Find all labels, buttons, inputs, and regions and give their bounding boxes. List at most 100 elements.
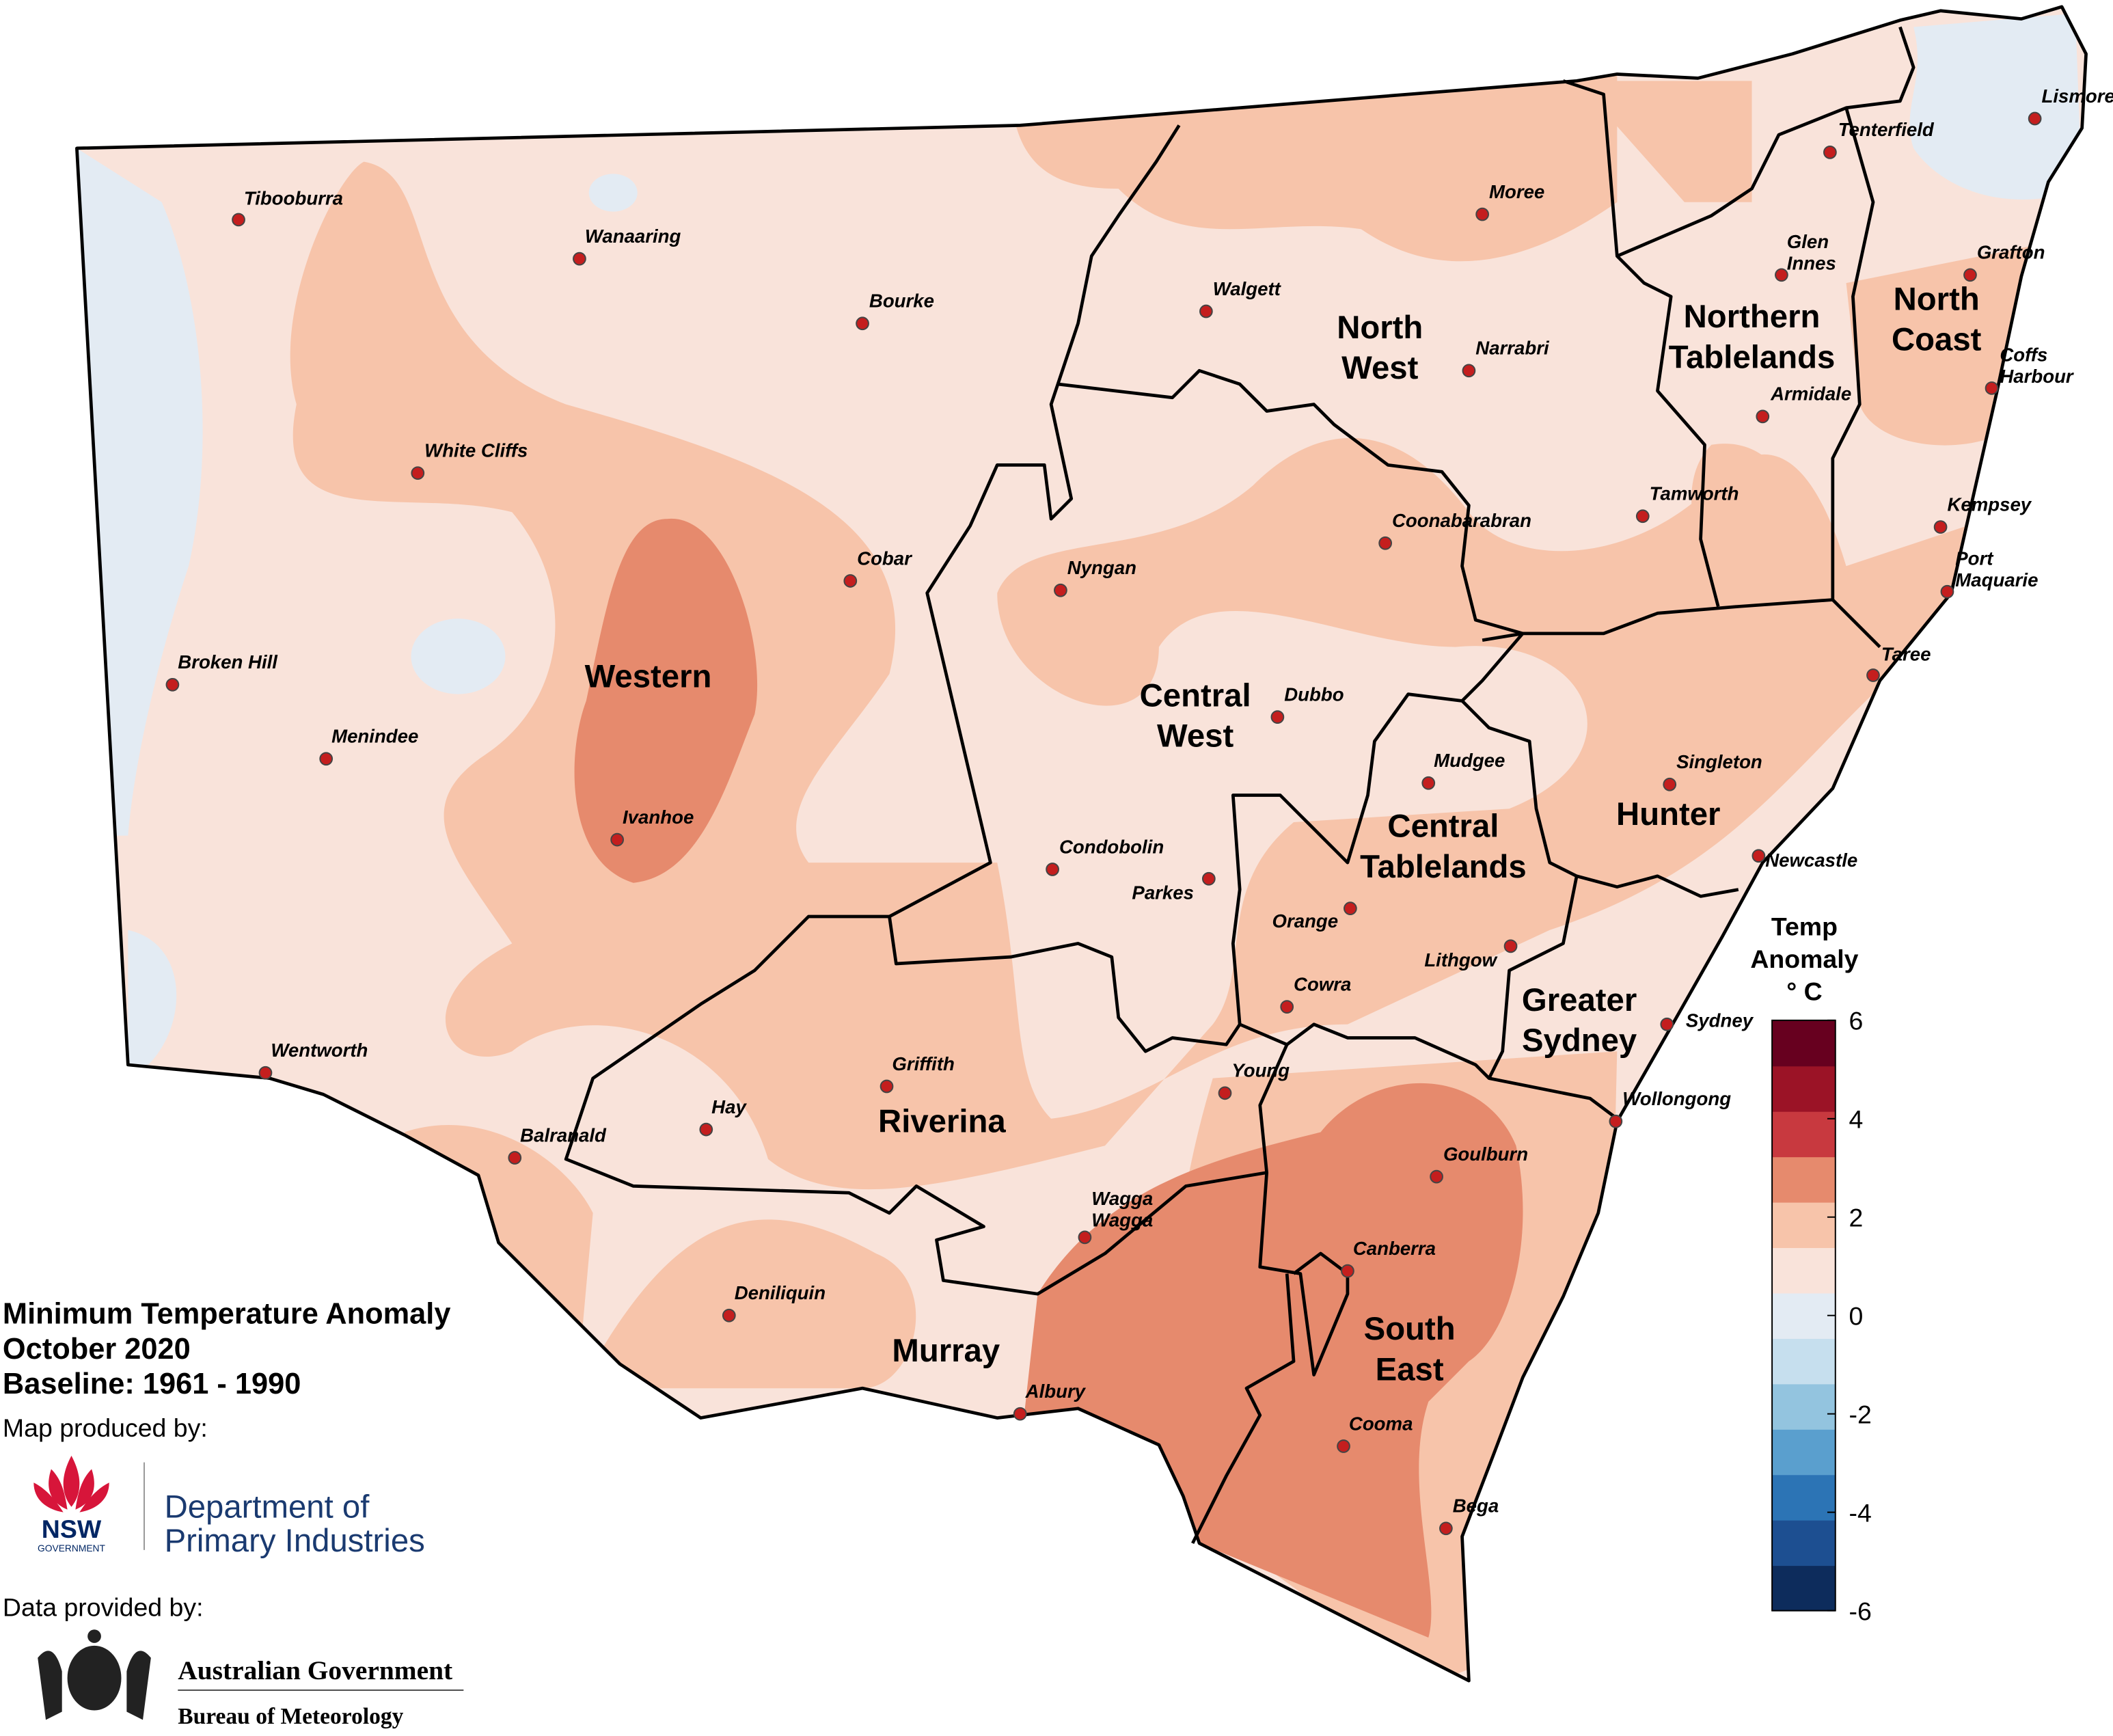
town-marker	[1378, 536, 1393, 550]
town-marker	[1280, 1000, 1294, 1014]
logo-government: GOVERNMENT	[38, 1543, 105, 1554]
region-label: North	[1337, 310, 1423, 346]
region-label: Central	[1140, 677, 1251, 714]
colorbar-tick-label: 4	[1849, 1105, 1864, 1134]
field-neg	[77, 13, 2082, 1065]
town-marker	[1866, 668, 1880, 682]
town-label: Griffith	[892, 1053, 954, 1074]
town-marker	[1054, 583, 1067, 597]
colorbar-tick-label: -4	[1849, 1498, 1872, 1527]
colorbar-tick-label: 2	[1849, 1204, 1864, 1232]
town-label: Bourke	[869, 290, 934, 312]
town-label: Dubbo	[1284, 683, 1344, 705]
colorbar-bin	[1772, 1383, 1836, 1430]
town-label: Sydney	[1686, 1010, 1754, 1031]
town-label: Bega	[1453, 1495, 1499, 1517]
colorbar-bin	[1772, 1066, 1836, 1112]
town-marker	[1046, 863, 1059, 876]
town-marker	[856, 316, 869, 331]
town-label: Balranald	[520, 1124, 607, 1145]
region-label: Greater	[1522, 982, 1637, 1018]
title-line: October 2020	[3, 1333, 191, 1366]
data-by: Data provided by:	[3, 1592, 204, 1621]
town-marker	[319, 752, 333, 766]
town-label: Nyngan	[1067, 557, 1136, 578]
town-label: Coonabarabran	[1392, 510, 1531, 531]
colorbar-tick-label: 0	[1849, 1302, 1864, 1331]
town-marker	[1503, 939, 1518, 953]
region-label: Northern	[1684, 299, 1821, 335]
town-label: Grafton	[1977, 242, 2045, 263]
legend-title: ° C	[1786, 977, 1822, 1005]
town-marker	[1940, 584, 1954, 599]
town-marker	[1823, 145, 1837, 159]
region-label: West	[1341, 350, 1418, 386]
town-label: Wagga	[1091, 1188, 1153, 1209]
colorbar-bin	[1772, 1202, 1836, 1249]
town-label: Albury	[1025, 1381, 1087, 1402]
town-label: Tenterfield	[1838, 119, 1935, 140]
legend-title: Temp	[1771, 912, 1838, 941]
colorbar-bin	[1772, 1519, 1836, 1567]
town-label: Menindee	[331, 726, 418, 747]
region-label: West	[1157, 718, 1233, 755]
colorbar-bin	[1772, 1292, 1836, 1339]
town-marker	[1013, 1407, 1027, 1421]
logo-nsw: NSW	[42, 1515, 102, 1543]
town-marker	[1344, 901, 1357, 916]
town-marker	[610, 832, 625, 847]
region-label: East	[1376, 1351, 1444, 1387]
town-label: Lismore	[2041, 85, 2113, 107]
nsw-logo: NSW GOVERNMENT	[33, 1455, 145, 1554]
department: Primary Industries	[165, 1523, 425, 1559]
town-marker	[1660, 1017, 1674, 1031]
town-marker	[1751, 849, 1766, 863]
town-label: Wanaaring	[585, 226, 681, 247]
town-marker	[1199, 304, 1213, 318]
town-marker	[722, 1308, 736, 1323]
department: Department of	[165, 1489, 370, 1525]
town-label: White Cliffs	[424, 440, 528, 461]
town-label: Parkes	[1132, 882, 1194, 903]
town-label: Hay	[711, 1096, 747, 1117]
town-marker	[1201, 871, 1216, 886]
town-marker	[1341, 1264, 1354, 1278]
town-label: Singleton	[1676, 751, 1762, 772]
town-marker	[1337, 1439, 1350, 1453]
town-marker	[1462, 364, 1476, 378]
title-line: Minimum Temperature Anomaly	[3, 1298, 451, 1331]
town-marker	[1218, 1086, 1232, 1100]
town-label: Broken Hill	[178, 651, 278, 673]
region-label: Coast	[1892, 322, 1982, 358]
town-marker	[573, 252, 586, 266]
town-label: Ivanhoe	[623, 806, 694, 828]
region-label: Murray	[892, 1333, 1000, 1369]
town-label: Armidale	[1770, 383, 1851, 405]
title-line: Baseline: 1961 - 1990	[3, 1368, 301, 1400]
region-label: Tablelands	[1669, 339, 1836, 375]
towns: Tibooburra Wanaaring Bourke White Cliffs Cob…	[165, 85, 2113, 1536]
town-marker	[1963, 268, 1977, 282]
colorbar-bin	[1772, 1428, 1836, 1476]
town-label: Moree	[1489, 181, 1544, 202]
town-marker	[165, 677, 180, 692]
town-label: Narrabri	[1475, 338, 1550, 359]
town-marker	[1430, 1169, 1443, 1184]
town-marker	[1078, 1230, 1092, 1245]
town-marker	[508, 1151, 522, 1165]
town-label: Wollongong	[1622, 1088, 1731, 1109]
town-marker	[1663, 777, 1677, 791]
region-label: Central	[1387, 809, 1499, 845]
town-marker	[2028, 111, 2042, 126]
bom-name: Bureau of Meteorology	[178, 1704, 403, 1729]
produced-by: Map produced by:	[3, 1413, 208, 1442]
town-label: Cooma	[1349, 1413, 1413, 1434]
town-label: Maquarie	[1955, 569, 2038, 591]
bom-gov: Australian Government	[178, 1655, 452, 1685]
colorbar-bin	[1772, 1338, 1836, 1385]
region-boundaries	[77, 7, 2086, 1681]
town-label: Wentworth	[271, 1040, 368, 1061]
